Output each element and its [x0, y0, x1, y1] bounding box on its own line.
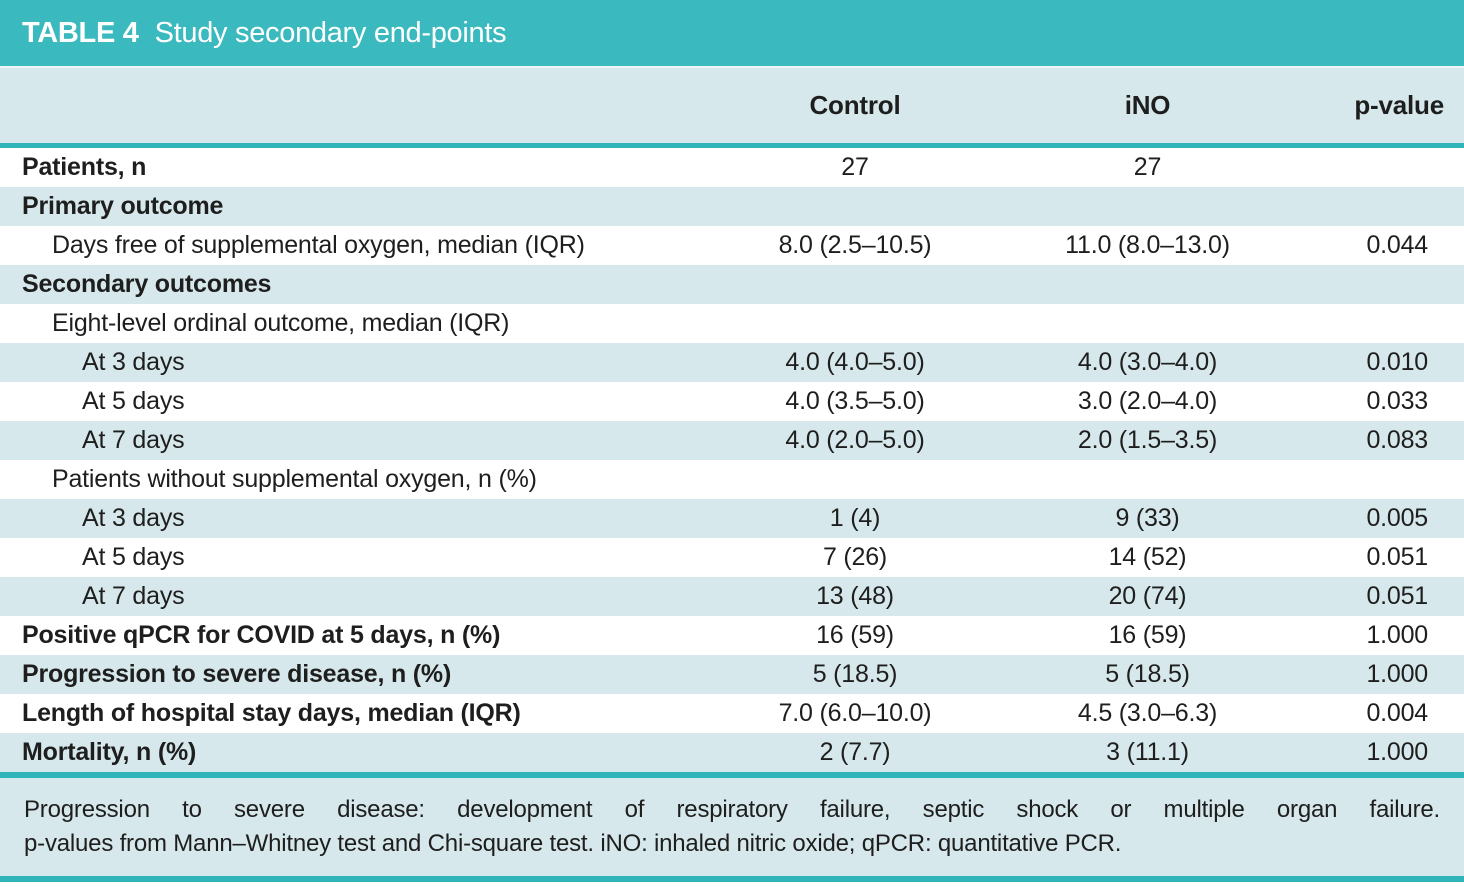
row-control-value: 4.0 (2.0–5.0): [785, 426, 925, 454]
column-header-control: Control: [700, 68, 1010, 148]
table-row: Patients, n 27 27: [0, 145, 1464, 188]
row-control-value: 7 (26): [822, 543, 888, 571]
table-row: Primary outcome: [0, 187, 1464, 226]
row-ino-value: 11.0 (8.0–13.0): [1065, 231, 1230, 259]
row-label: Patients, n: [22, 153, 147, 181]
row-ino-value: 4.0 (3.0–4.0): [1077, 348, 1218, 376]
table-row: Days free of supplemental oxygen, median…: [0, 226, 1464, 265]
row-label: At 5 days: [82, 387, 185, 415]
row-label: Days free of supplemental oxygen, median…: [52, 231, 585, 259]
table-row: Secondary outcomes: [0, 265, 1464, 304]
row-pvalue: 1.000: [1366, 738, 1428, 766]
row-label: At 3 days: [82, 504, 185, 532]
footnote-abbreviations: p-values from Mann–Whitney test and Chi-…: [24, 830, 1122, 857]
row-label: Length of hospital stay days, median (IQ…: [22, 699, 521, 727]
table-row: Patients without supplemental oxygen, n …: [0, 460, 1464, 499]
row-pvalue: 0.033: [1366, 387, 1428, 415]
row-pvalue: 0.044: [1366, 231, 1428, 259]
table-row: Progression to severe disease, n (%) 5 (…: [0, 655, 1464, 694]
table-body: Patients, n 27 27 Primary outcome Days f…: [0, 145, 1464, 772]
row-pvalue: [1285, 304, 1464, 343]
row-label: Eight-level ordinal outcome, median (IQR…: [52, 309, 510, 337]
table-footnote: Progression to severe disease: developme…: [0, 772, 1464, 882]
title-header-divider: [0, 66, 1464, 68]
row-control-value: [700, 265, 1010, 304]
row-label: Mortality, n (%): [22, 738, 197, 766]
row-label: At 7 days: [82, 582, 185, 610]
table-title-bar: TABLE 4 Study secondary end-points: [0, 0, 1464, 66]
table-row: Positive qPCR for COVID at 5 days, n (%)…: [0, 616, 1464, 655]
row-control-value: 5 (18.5): [812, 660, 898, 688]
row-ino-value: 16 (59): [1108, 621, 1187, 649]
table-row: At 5 days 7 (26) 14 (52) 0.051: [0, 538, 1464, 577]
row-pvalue: 0.083: [1366, 426, 1428, 454]
row-control-value: 7.0 (6.0–10.0): [778, 699, 932, 727]
row-ino-value: 14 (52): [1108, 543, 1187, 571]
row-label: Secondary outcomes: [22, 270, 272, 298]
row-control-value: 16 (59): [816, 621, 894, 649]
column-header-pvalue: p-value: [1285, 68, 1464, 148]
column-header-ino: iNO: [1010, 68, 1285, 148]
row-control-value: 27: [841, 153, 869, 181]
column-header-empty: [0, 68, 700, 148]
table-row: At 7 days 4.0 (2.0–5.0) 2.0 (1.5–3.5) 0.…: [0, 421, 1464, 460]
row-label: Patients without supplemental oxygen, n …: [52, 465, 537, 493]
row-control-value: 8.0 (2.5–10.5): [778, 231, 932, 259]
row-ino-value: [1010, 187, 1285, 226]
row-ino-value: 5 (18.5): [1105, 660, 1190, 688]
row-label: At 3 days: [82, 348, 185, 376]
row-ino-value: 27: [1133, 153, 1162, 181]
row-label: At 7 days: [82, 426, 185, 454]
row-label: Progression to severe disease, n (%): [22, 660, 452, 688]
row-pvalue: [1285, 460, 1464, 499]
table-row: At 7 days 13 (48) 20 (74) 0.051: [0, 577, 1464, 616]
row-pvalue: 0.005: [1366, 504, 1428, 532]
row-control-value: 2 (7.7): [819, 738, 891, 766]
row-control-value: 13 (48): [816, 582, 894, 610]
row-control-value: 4.0 (4.0–5.0): [785, 348, 925, 376]
row-pvalue: 0.051: [1366, 582, 1428, 610]
table-row: Eight-level ordinal outcome, median (IQR…: [0, 304, 1464, 343]
row-control-value: [700, 460, 1010, 499]
row-ino-value: 4.5 (3.0–6.3): [1077, 699, 1218, 727]
row-pvalue: 0.010: [1366, 348, 1428, 376]
row-pvalue: 1.000: [1366, 621, 1428, 649]
footnote-definition: Progression to severe disease: developme…: [24, 796, 1440, 823]
row-pvalue: 0.004: [1366, 699, 1428, 727]
table-row: Length of hospital stay days, median (IQ…: [0, 694, 1464, 733]
table-row: Mortality, n (%) 2 (7.7) 3 (11.1) 1.000: [0, 733, 1464, 772]
table-row: At 5 days 4.0 (3.5–5.0) 3.0 (2.0–4.0) 0.…: [0, 382, 1464, 421]
table-row: At 3 days 4.0 (4.0–5.0) 4.0 (3.0–4.0) 0.…: [0, 343, 1464, 382]
row-label: Positive qPCR for COVID at 5 days, n (%): [22, 621, 501, 649]
row-label: At 5 days: [82, 543, 185, 571]
row-pvalue: 1.000: [1366, 660, 1428, 688]
row-pvalue: [1285, 187, 1464, 226]
table-title: Study secondary end-points: [154, 16, 507, 49]
row-ino-value: 20 (74): [1108, 582, 1187, 610]
row-ino-value: [1010, 304, 1285, 343]
row-pvalue: [1285, 146, 1464, 188]
row-pvalue: [1285, 265, 1464, 304]
row-control-value: [700, 304, 1010, 343]
row-ino-value: 3 (11.1): [1106, 738, 1189, 766]
row-control-value: 1 (4): [829, 504, 881, 532]
row-control-value: 4.0 (3.5–5.0): [785, 387, 925, 415]
row-ino-value: 9 (33): [1115, 504, 1180, 532]
row-ino-value: 2.0 (1.5–3.5): [1077, 426, 1218, 454]
table-row: At 3 days 1 (4) 9 (33) 0.005: [0, 499, 1464, 538]
table-header: Control iNO p-value: [0, 68, 1464, 148]
row-ino-value: [1010, 460, 1285, 499]
table-number: TABLE 4: [22, 16, 139, 49]
row-control-value: [700, 187, 1010, 226]
row-ino-value: 3.0 (2.0–4.0): [1077, 387, 1218, 415]
secondary-endpoints-table: Control iNO p-value Patients, n 27 27 Pr…: [0, 68, 1464, 772]
row-label: Primary outcome: [22, 192, 224, 220]
row-pvalue: 0.051: [1366, 543, 1428, 571]
row-ino-value: [1010, 265, 1285, 304]
